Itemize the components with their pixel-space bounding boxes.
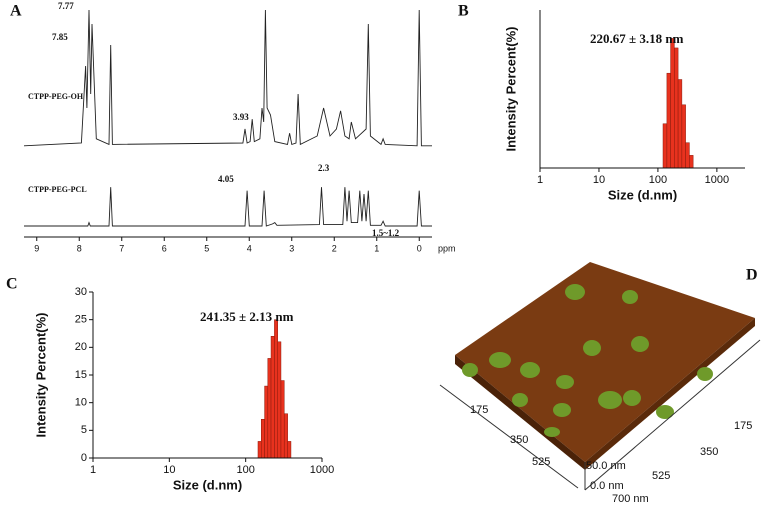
y-axis-label: Intensity Percent(%) (503, 27, 518, 152)
size-annotation: 241.35 ± 2.13 nm (200, 309, 294, 324)
panel-label: A (10, 3, 22, 20)
bar (674, 47, 679, 169)
x-axis-label: Size (d.nm) (173, 477, 242, 492)
y-tick-label: 15 (75, 369, 87, 381)
panel-label: C (6, 276, 18, 293)
peak-annotation: 7.85 (52, 32, 68, 42)
peak-annotation: 2.3 (318, 163, 330, 173)
bar (681, 104, 686, 169)
x-axis-label: Size (d.nm) (608, 187, 677, 202)
peak-annotation: 3.93 (233, 112, 249, 122)
x-tick-label: 1000 (310, 464, 334, 476)
series-label: CTPP-PEG-OH (28, 92, 84, 101)
y-tick-label: 20 (75, 341, 87, 353)
x-tick-label: 2 (332, 243, 337, 253)
bar (666, 72, 671, 169)
afm-tick: 700 nm (612, 493, 649, 505)
afm-edge (585, 318, 755, 470)
x-tick-label: 4 (247, 243, 252, 253)
bar (677, 79, 683, 169)
y-tick-label: 25 (75, 314, 87, 326)
afm-edge (455, 355, 585, 470)
y-tick-label: 0 (81, 452, 87, 464)
afm-tick: 175 (734, 420, 752, 432)
panel-label: B (458, 3, 469, 20)
series-label: CTPP-PEG-PCL (28, 185, 87, 194)
spectrum (23, 9, 432, 147)
afm-axis (439, 384, 579, 489)
bar (670, 38, 675, 169)
x-tick-label: 10 (163, 464, 175, 476)
x-tick-label: 1 (374, 243, 379, 253)
x-tick-label: 10 (593, 174, 605, 186)
x-tick-label: 9 (34, 243, 39, 253)
bar (685, 142, 690, 169)
y-tick-label: 30 (75, 286, 87, 298)
afm-tick: 525 (652, 470, 670, 482)
bar (267, 358, 272, 459)
x-tick-label: 1000 (705, 174, 729, 186)
size-annotation: 220.67 ± 3.18 nm (590, 31, 684, 46)
y-tick-label: 10 (75, 397, 87, 409)
bar (277, 341, 282, 459)
afm-axis (584, 339, 761, 491)
y-tick-label: 5 (81, 424, 87, 436)
y-axis-label: Intensity Percent(%) (33, 313, 48, 438)
panel-label: D (746, 267, 758, 284)
peak-annotation: 1.5~1.2 (372, 228, 400, 238)
afm-tick: 0.0 nm (590, 480, 624, 492)
afm-tick: 350 (510, 434, 528, 446)
bar (662, 123, 668, 169)
bar (264, 385, 269, 459)
x-tick-label: 100 (649, 174, 667, 186)
x-tick-label: 100 (236, 464, 254, 476)
bar (283, 413, 288, 459)
x-tick-label: 1 (90, 464, 96, 476)
x-tick-label: 7 (119, 243, 124, 253)
afm-tick: 175 (470, 404, 488, 416)
x-tick-label: 0 (417, 243, 422, 253)
x-axis-label: ppm (438, 243, 456, 253)
peak-annotation: 4.05 (218, 174, 234, 184)
spectrum (24, 187, 432, 227)
afm-surface (455, 262, 755, 462)
bar (689, 155, 694, 169)
afm-particles (462, 284, 713, 437)
afm-tick: 350 (700, 446, 718, 458)
bar (287, 441, 292, 459)
bar (270, 336, 275, 459)
bar (257, 441, 262, 459)
x-tick-label: 1 (537, 174, 543, 186)
peak-annotation: 7.77 (58, 1, 74, 11)
bar (280, 380, 285, 459)
x-tick-label: 3 (289, 243, 294, 253)
x-tick-label: 5 (204, 243, 209, 253)
x-tick-label: 8 (77, 243, 82, 253)
afm-image: D 175 350 525 700 nm 175 350 525 0.0 nm … (439, 262, 761, 505)
afm-tick: 50.0 nm (586, 460, 626, 472)
bar (260, 419, 265, 459)
afm-tick: 525 (532, 456, 550, 468)
x-tick-label: 6 (162, 243, 167, 253)
bar (274, 319, 278, 459)
